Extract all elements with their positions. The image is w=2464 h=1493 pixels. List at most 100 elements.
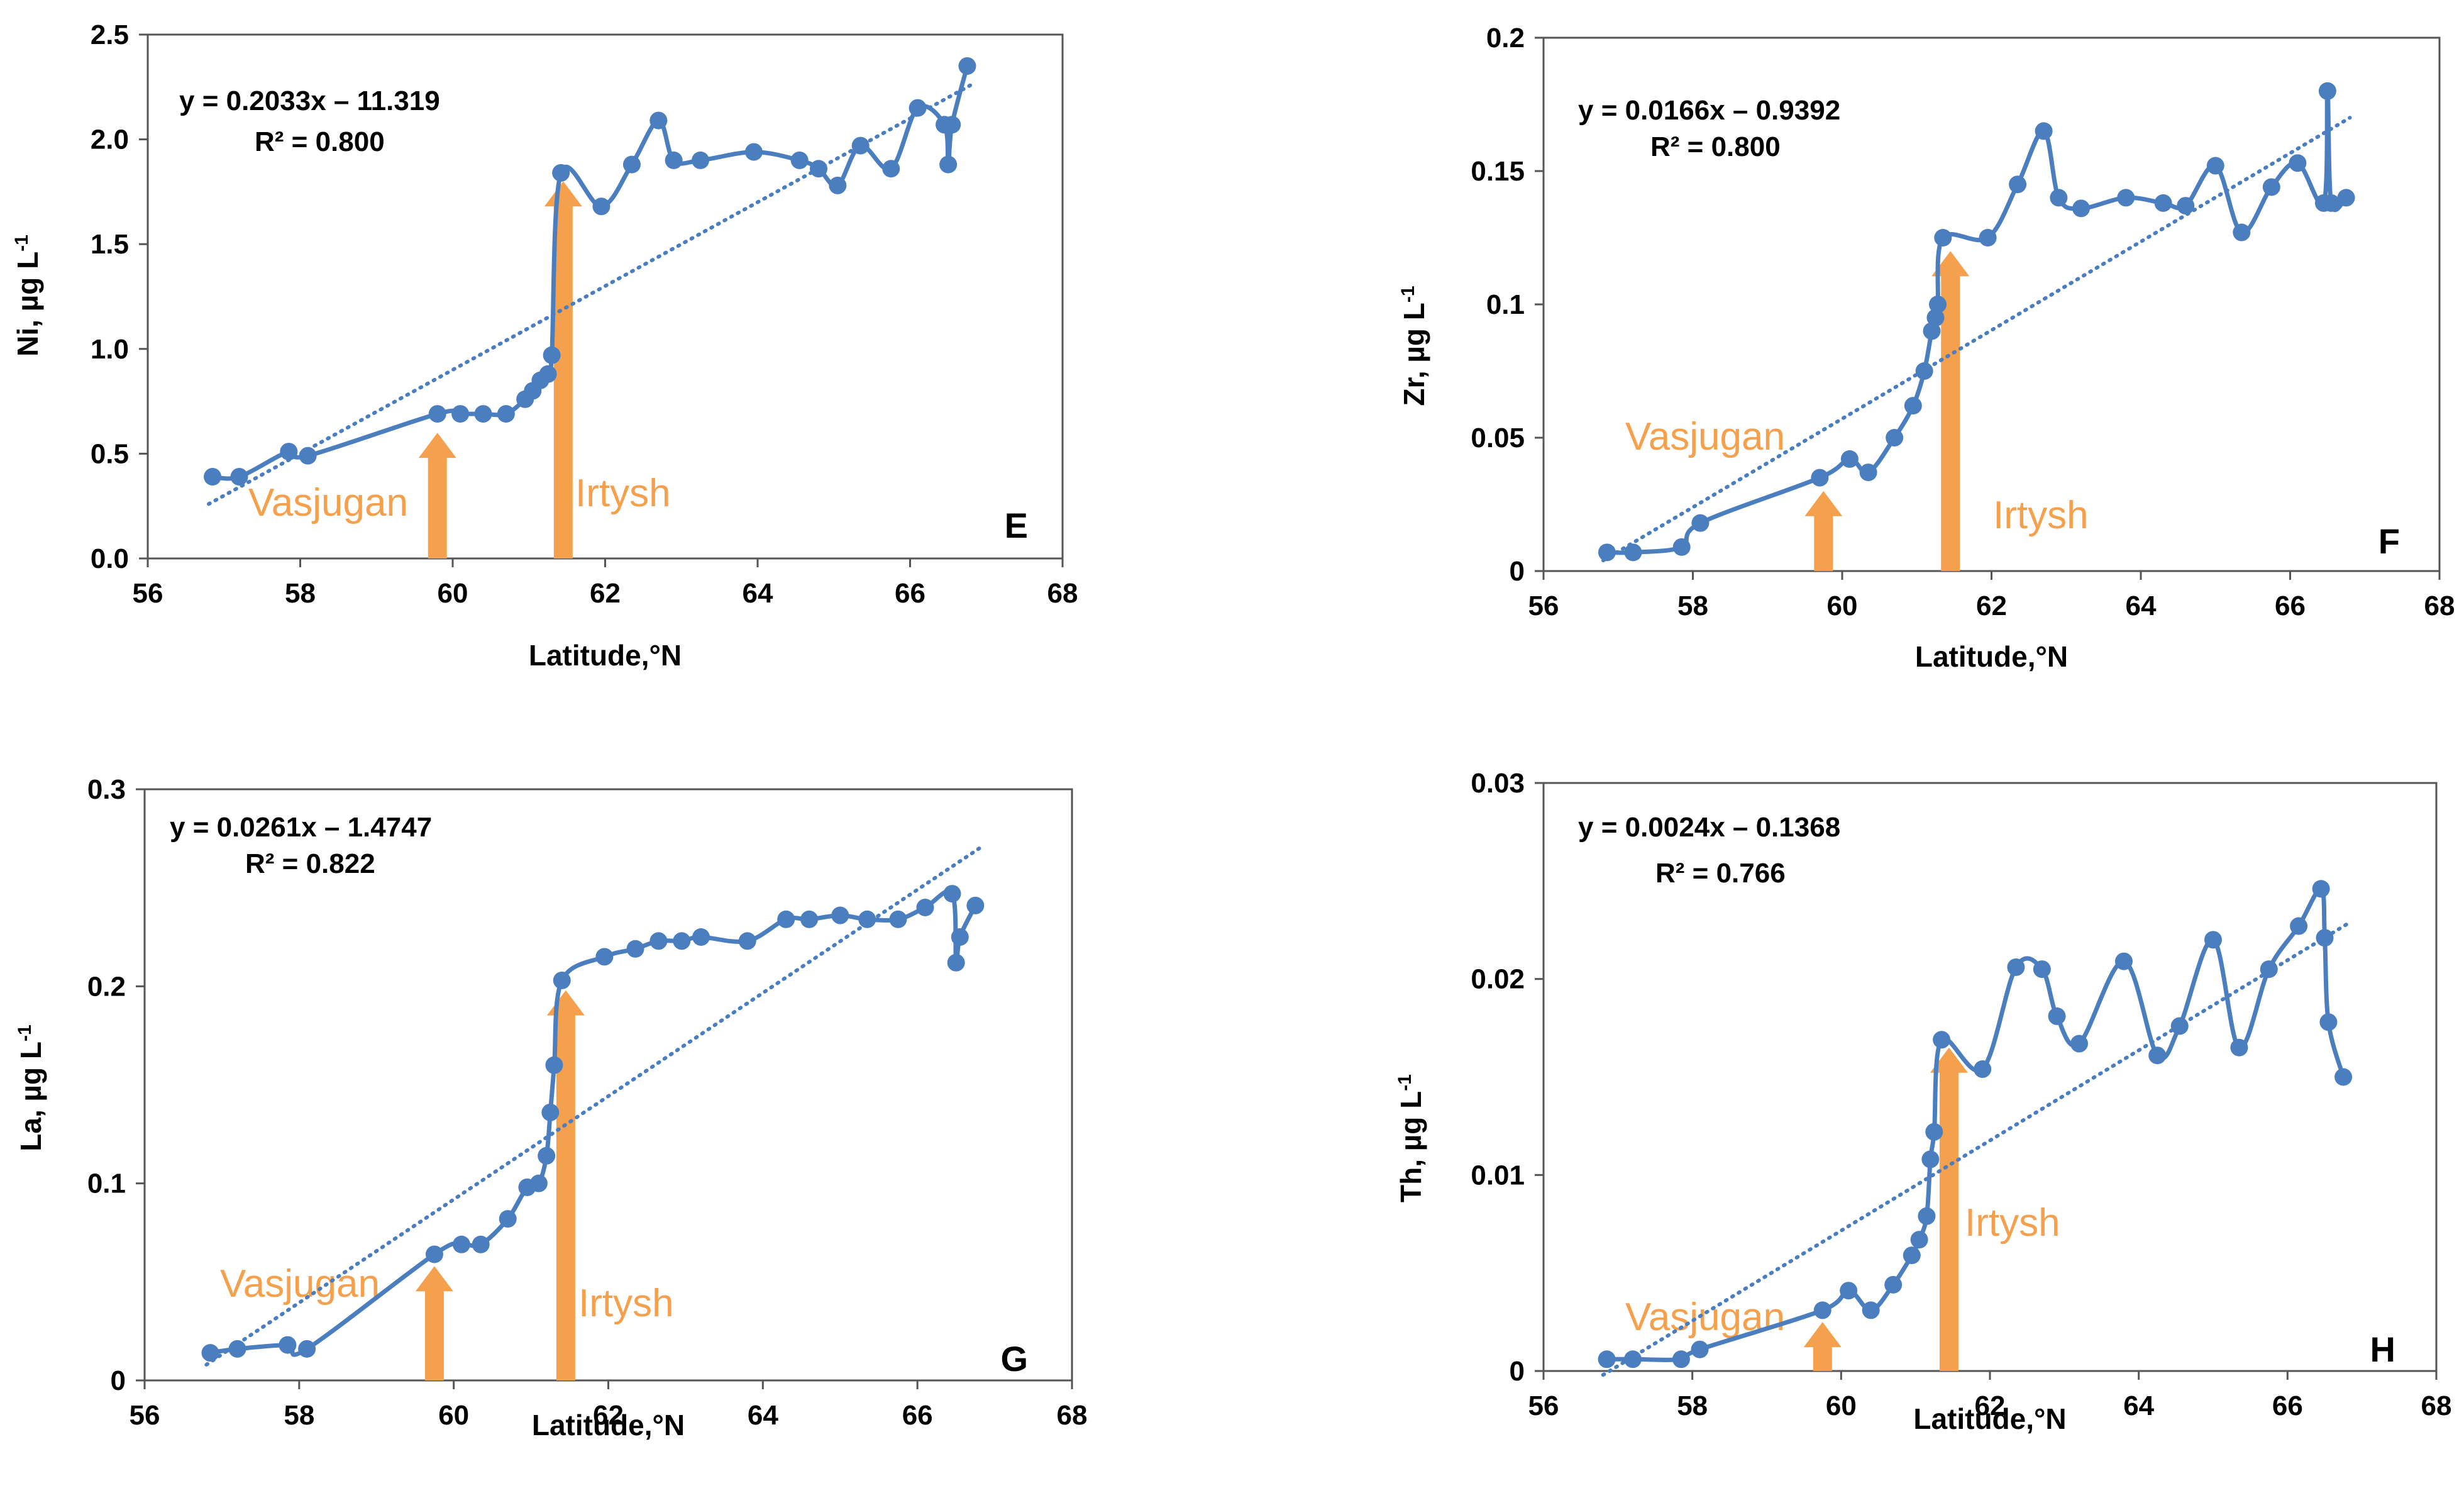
x-tick-label: 68	[2424, 591, 2455, 621]
data-point	[592, 197, 610, 216]
data-point	[692, 928, 710, 946]
x-tick-label: 60	[1826, 1390, 1857, 1421]
data-point	[2230, 1038, 2248, 1057]
x-tick-label: 66	[2275, 591, 2306, 621]
panel-letter: E	[1005, 506, 1028, 545]
x-tick-label: 62	[1976, 591, 2007, 621]
data-point	[1691, 1340, 1709, 1358]
y-axis-title-main: Ni, µg L	[11, 252, 44, 357]
data-point	[280, 443, 298, 461]
x-tick-label: 56	[1528, 1390, 1559, 1421]
data-point	[916, 899, 934, 916]
y-tick-label: 0.1	[1486, 289, 1525, 320]
arrow-irtysh	[546, 990, 585, 1380]
data-point	[2035, 122, 2053, 140]
x-tick-label: 62	[590, 578, 621, 609]
annotation-vasjugan: Vasjugan	[248, 481, 408, 524]
y-axis-title-main: La, µg L	[14, 1041, 47, 1152]
data-point	[738, 932, 756, 950]
data-point	[1915, 362, 1933, 380]
data-point	[201, 1344, 219, 1362]
panel-letter: H	[2370, 1329, 2395, 1369]
data-point	[2322, 194, 2340, 212]
x-tick-label: 68	[1057, 1400, 1088, 1431]
chart-panel-h: 56 58 60 62 64 66 68 0 0.01 0.02 0.03 Latitude,°N Th…	[1395, 768, 2451, 1435]
data-point	[1672, 538, 1691, 556]
data-point	[1904, 397, 1922, 415]
data-point	[744, 143, 763, 161]
data-point	[2117, 189, 2135, 207]
x-tick-label: 56	[1528, 591, 1559, 621]
data-point	[909, 99, 927, 117]
data-point	[939, 155, 958, 174]
y-tick-label: 0.2	[1486, 23, 1525, 53]
data-point	[228, 1340, 246, 1358]
data-point	[1884, 1275, 1903, 1294]
data-point	[497, 405, 515, 423]
data-point	[2009, 175, 2027, 194]
x-tick-label: 66	[2272, 1390, 2303, 1421]
x-tick-label: 68	[1047, 578, 1078, 609]
data-point	[538, 1146, 556, 1165]
regression-equation: y = 0.0024x – 0.1368	[1578, 812, 1840, 843]
data-point	[966, 896, 985, 914]
data-point	[1813, 1301, 1831, 1319]
regression-equation: y = 0.0166x – 0.9392	[1578, 95, 1840, 126]
data-point	[889, 910, 907, 928]
data-point	[1598, 543, 1616, 562]
x-tick-label: 62	[1975, 1390, 2006, 1421]
data-point	[1811, 469, 1829, 487]
y-tick-label: 1.0	[91, 334, 129, 365]
x-tick-label: 56	[133, 578, 163, 609]
data-point	[1840, 1282, 1858, 1300]
x-tick-label: 58	[284, 1400, 314, 1431]
data-point	[692, 151, 710, 169]
x-axis-title: Latitude,°N	[1915, 640, 2068, 673]
annotation-irtysh: Irtysh	[578, 1282, 674, 1325]
data-point	[829, 176, 847, 194]
data-point	[451, 405, 470, 423]
data-point	[1925, 1123, 1943, 1141]
arrow-vasjugan	[1803, 1322, 1842, 1371]
y-axis-title: Th, µg L-1	[1395, 1074, 1427, 1202]
data-point	[2233, 223, 2251, 241]
data-point	[543, 346, 561, 364]
data-point	[649, 111, 668, 130]
data-point	[1624, 543, 1642, 562]
data-point	[810, 160, 827, 178]
chart-panel-f: 56 58 60 62 64 66 68 0 0.05 0.1 0.15 0.2 Latitude,°N…	[1398, 23, 2455, 673]
x-tick-label: 62	[593, 1400, 624, 1431]
data-point	[472, 1235, 490, 1253]
data-point	[673, 932, 691, 950]
data-point	[2148, 1046, 2167, 1065]
y-axis-title-superscript: -1	[14, 1024, 35, 1041]
data-point	[595, 948, 614, 966]
data-point	[1934, 229, 1952, 247]
data-point	[2115, 952, 2133, 970]
data-point	[622, 155, 641, 174]
data-point	[1862, 1301, 1880, 1319]
y-axis-title: Ni, µg L-1	[11, 235, 44, 357]
data-point	[1918, 1207, 1936, 1225]
panel-letter: F	[2378, 521, 2400, 561]
x-tick-label: 64	[748, 1400, 778, 1431]
data-point	[2170, 1017, 2189, 1035]
y-axis-title-superscript: -1	[1398, 286, 1418, 302]
x-tick-label: 58	[1677, 591, 1708, 621]
x-tick-label: 68	[2421, 1390, 2452, 1421]
data-point	[2177, 197, 2195, 215]
data-point	[2312, 880, 2330, 898]
data-point	[1929, 296, 1947, 313]
x-axis-title: Latitude,°N	[1913, 1402, 2066, 1435]
data-point	[958, 57, 976, 75]
y-tick-label: 0.15	[1471, 156, 1525, 187]
data-point	[2337, 189, 2355, 207]
data-point	[1979, 229, 1997, 247]
x-tick-label: 58	[1677, 1390, 1708, 1421]
data-point	[2319, 1013, 2338, 1031]
annotation-vasjugan: Vasjugan	[220, 1262, 380, 1306]
data-point	[2033, 960, 2051, 979]
y-tick-label: 2.5	[91, 19, 129, 50]
data-point	[951, 928, 969, 946]
